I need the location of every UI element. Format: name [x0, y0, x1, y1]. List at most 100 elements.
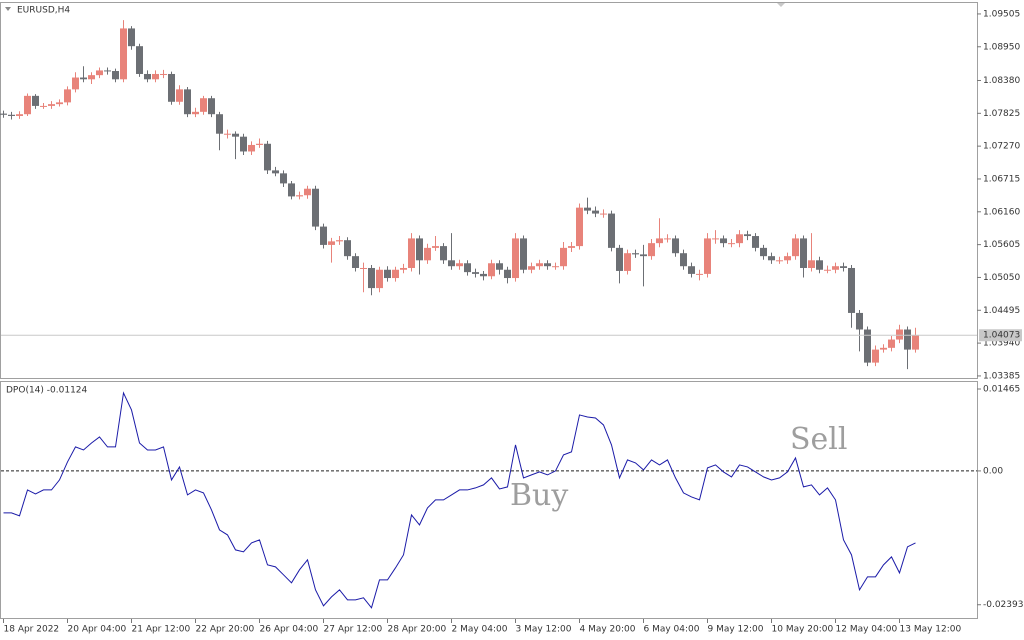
candle-body — [376, 269, 383, 289]
candle-body — [824, 269, 831, 271]
candle-body — [560, 247, 567, 267]
y-tick-label: 1.09505 — [983, 9, 1020, 19]
candle-body — [760, 247, 767, 257]
candle-body — [800, 238, 807, 268]
candle-body — [432, 246, 439, 248]
y-tick-label: 1.07825 — [983, 109, 1020, 119]
candle-body — [688, 266, 695, 274]
x-tick-label: 22 Apr 20:00 — [196, 625, 255, 635]
y-tick-label: 1.08950 — [983, 42, 1020, 52]
candle-body — [136, 46, 143, 74]
y-tick-label: 1.05050 — [983, 273, 1020, 283]
candle-body — [424, 247, 431, 261]
candle-body — [360, 267, 367, 269]
indicator-title: DPO(14) -0.01124 — [6, 386, 88, 396]
x-tick-label: 21 Apr 12:00 — [132, 625, 191, 635]
candle-body — [288, 183, 295, 197]
candle-body — [384, 269, 391, 279]
y-tick-label: 1.05605 — [983, 240, 1020, 250]
y-tick-label: 1.07270 — [983, 142, 1020, 152]
x-tick-label: 20 Apr 04:00 — [68, 625, 127, 635]
candle-body — [816, 260, 823, 270]
candle-body — [104, 70, 111, 72]
candle-body — [504, 269, 511, 279]
candle-body — [208, 98, 215, 115]
candle-body — [456, 263, 463, 267]
candle-body — [280, 173, 287, 184]
candle-body — [808, 260, 815, 268]
candle-body — [520, 238, 527, 270]
candle-body — [744, 234, 751, 237]
candle-body — [912, 335, 919, 350]
indicator-panel — [0, 381, 978, 619]
y-tick-label: 1.08380 — [983, 76, 1020, 86]
candle-body — [624, 253, 631, 271]
candle-body — [880, 347, 887, 350]
candle-body — [840, 266, 847, 268]
candle-body — [144, 73, 151, 80]
candle-body — [264, 143, 271, 171]
candle-body — [656, 238, 663, 244]
candle-body — [216, 114, 223, 134]
candle-body — [536, 263, 543, 267]
candle-body — [160, 73, 167, 75]
x-tick-label: 2 May 04:00 — [452, 625, 508, 635]
candle-body — [64, 89, 71, 103]
y-tick-label: 1.06160 — [983, 207, 1020, 217]
candle-body — [8, 114, 15, 116]
symbol-menu-arrow[interactable] — [5, 7, 11, 11]
candle-body — [304, 188, 311, 196]
x-tick-label: 27 Apr 12:00 — [324, 625, 383, 635]
candle-body — [736, 234, 743, 244]
candle-body — [24, 95, 31, 115]
annotation: Buy — [510, 478, 568, 513]
candle-body — [584, 207, 591, 211]
current-price-box — [979, 329, 1022, 342]
candle-body — [696, 273, 703, 275]
candle-body — [720, 238, 727, 244]
candle-body — [128, 28, 135, 47]
candle-body — [224, 133, 231, 135]
candle-body — [48, 104, 55, 106]
candle-body — [344, 240, 351, 257]
candle-body — [768, 256, 775, 261]
candle-body — [200, 98, 207, 112]
candle-body — [368, 267, 375, 289]
candle-body — [88, 75, 95, 80]
candle-body — [728, 243, 735, 245]
candle-body — [752, 236, 759, 248]
x-tick-label: 6 May 04:00 — [644, 625, 700, 635]
x-tick-label: 28 Apr 20:00 — [388, 625, 447, 635]
candle-body — [888, 339, 895, 348]
candle-body — [472, 272, 479, 274]
candle-body — [600, 213, 607, 215]
candle-body — [312, 188, 319, 227]
x-tick-label: 3 May 12:00 — [516, 625, 572, 635]
candle-body — [112, 71, 119, 80]
candle-body — [248, 144, 255, 152]
candle-body — [552, 266, 559, 268]
candle-body — [848, 267, 855, 313]
y-tick-label: -0.02393 — [983, 600, 1023, 610]
y-tick-label: 1.04495 — [983, 306, 1020, 316]
candle-body — [448, 260, 455, 267]
candle-body — [336, 240, 343, 242]
candle-body — [480, 273, 487, 277]
chart-title: EURUSD,H4 — [17, 6, 70, 16]
candle-body — [576, 207, 583, 247]
candle-body — [640, 254, 647, 257]
candle-body — [528, 266, 535, 270]
candle-body — [784, 256, 791, 261]
x-tick-label: 18 Apr 2022 — [4, 625, 60, 635]
y-tick-label: 0.00 — [983, 466, 1003, 476]
candle-body — [568, 246, 575, 248]
x-tick-label: 4 May 20:00 — [580, 625, 636, 635]
x-tick-label: 9 May 12:00 — [708, 625, 764, 635]
candle-body — [544, 263, 551, 267]
y-tick-label: 1.03385 — [983, 371, 1020, 381]
candle-body — [712, 238, 719, 240]
chart-shift-marker[interactable] — [777, 3, 785, 7]
candle-body — [416, 238, 423, 261]
